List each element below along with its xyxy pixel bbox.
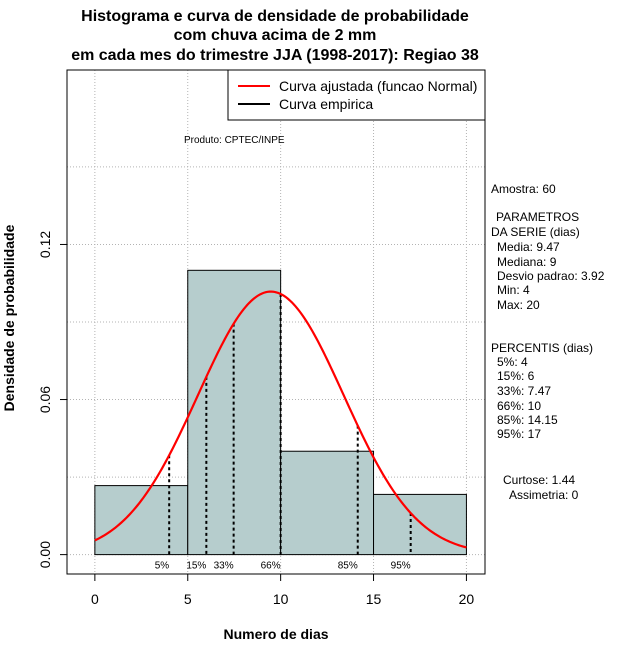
x-tick-label: 5 [184, 591, 192, 607]
stat-min: Min: 4 [497, 283, 530, 297]
y-tick-label: 0.06 [37, 386, 53, 413]
assimetria: Assimetria: 0 [509, 488, 579, 502]
x-tick-label: 10 [273, 591, 289, 607]
legend-box [227, 69, 486, 121]
percentis-title: PERCENTIS (dias) [491, 341, 593, 355]
percentile-marker-label: 66% [261, 561, 281, 572]
percentile-marker-label: 85% [338, 561, 358, 572]
curtose: Curtose: 1.44 [503, 473, 575, 487]
credit-label: Produto: CPTEC/INPE [184, 135, 285, 146]
legend: Curva ajustada (funcao Normal) Curva emp… [227, 69, 486, 121]
percentil-5: 5%: 4 [497, 355, 528, 369]
legend-label-fitted: Curva ajustada (funcao Normal) [279, 78, 477, 94]
y-axis-label: Densidade de probabilidade [1, 224, 17, 411]
percentile-marker-label: 15% [186, 561, 206, 572]
x-tick-label: 20 [459, 591, 475, 607]
percentil-66: 66%: 10 [497, 399, 541, 413]
curve-layer [94, 290, 467, 549]
stats-panel: Amostra: 60 PARAMETROS DA SERIE (dias) M… [491, 182, 605, 502]
y-tick-label: 0.12 [37, 231, 53, 258]
stat-mediana: Mediana: 9 [497, 255, 557, 269]
stat-max: Max: 20 [497, 298, 540, 312]
x-tick-label: 0 [91, 591, 99, 607]
legend-label-empirical: Curva empirica [279, 96, 373, 112]
percentile-markers: 5% 15% 33% 66% 85% 95% [155, 293, 412, 572]
chart-title-line-1: Histograma e curva de densidade de proba… [81, 8, 469, 25]
percentil-95: 95%: 17 [497, 427, 541, 441]
x-tick-label: 15 [366, 591, 382, 607]
y-tick-label: 0.00 [37, 541, 53, 568]
chart-title-line-3: em cada mes do trimestre JJA (1998-2017)… [71, 47, 479, 64]
stat-desvio: Desvio padrao: 3.92 [497, 269, 605, 283]
chart-title-line-2: com chuva acima de 2 mm [174, 27, 377, 44]
params-title: PARAMETROS [496, 210, 579, 224]
sample-size: Amostra: 60 [491, 182, 556, 196]
params-subtitle: DA SERIE (dias) [491, 225, 580, 239]
bars-layer [94, 269, 467, 556]
percentil-15: 15%: 6 [497, 369, 535, 383]
percentile-marker-label: 95% [391, 561, 411, 572]
stat-media: Media: 9.47 [497, 240, 560, 254]
histogram-bar [373, 493, 467, 556]
percentile-marker-label: 5% [155, 561, 170, 572]
x-axis-label: Numero de dias [223, 626, 328, 642]
percentil-85: 85%: 14.15 [497, 413, 558, 427]
histogram-bar [280, 450, 375, 556]
percentil-33: 33%: 7.47 [497, 384, 551, 398]
fitted-normal-curve [94, 290, 467, 549]
histogram-bar [94, 485, 189, 556]
percentile-marker-label: 33% [214, 561, 234, 572]
